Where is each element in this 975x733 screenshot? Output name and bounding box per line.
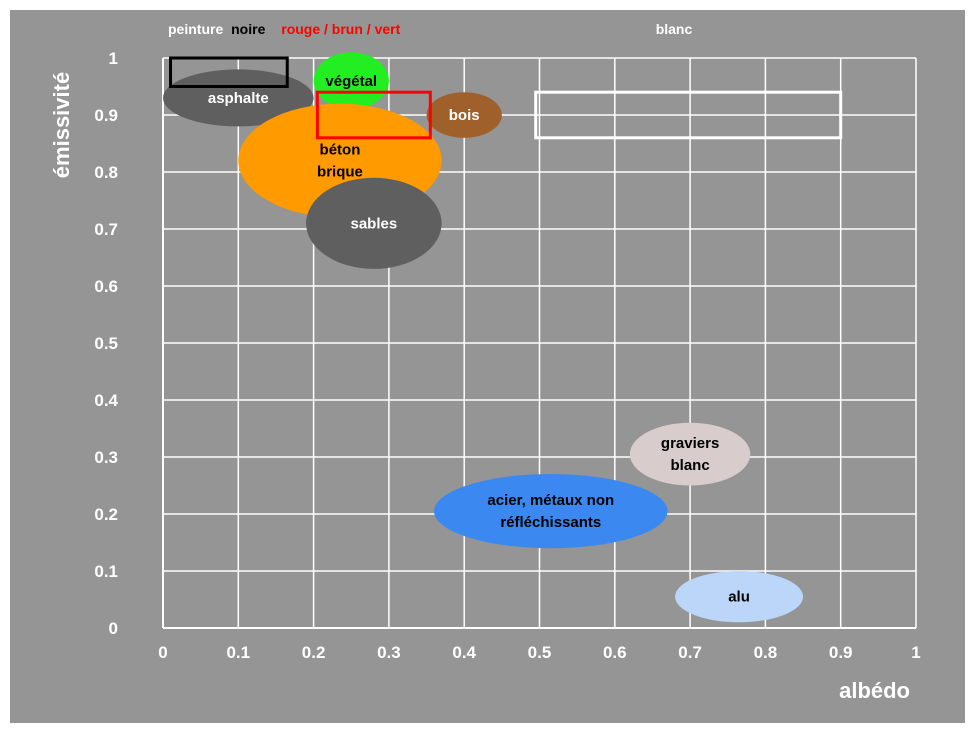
range-peinture-blanc [534,90,843,140]
chart-panel: asphalte végétal bois béton brique sables grav… [10,10,965,723]
header-blanc: blanc [656,21,693,37]
x-tick-label: 0 [158,643,167,662]
material-sables-label: sables [350,215,397,232]
material-alu-ellipse [675,571,804,623]
material-graviers-label: blanc [671,457,710,474]
header-peinture: peinture [168,21,223,37]
material-asphalte-label: asphalte [208,90,269,107]
material-bois: bois [426,92,502,138]
svg-text:peinture noire rou: peinture noire rouge / brun / vert [168,21,401,37]
y-tick-label: 0.3 [94,448,118,467]
material-graviers-label: graviers [661,435,719,452]
y-tick-label: 0.2 [94,505,118,524]
y-axis-title: émissivité [49,72,74,178]
header-rouge-brun-vert: rouge / brun / vert [281,21,400,37]
material-beton-label: brique [317,164,363,181]
y-tick-label: 0.4 [94,391,118,410]
material-graviers-ellipse [629,422,751,486]
header-noire: noire [231,21,265,37]
range-peinture-noire [169,56,289,88]
material-acier-label: acier, métaux non [487,492,614,509]
material-acier-ellipse [434,474,668,549]
y-tick-label: 0.9 [94,106,118,125]
material-asphalte-ellipse [163,69,314,127]
x-tick-label: 0.7 [678,643,702,662]
y-tick-label: 0.8 [94,163,118,182]
x-tick-label: 0.3 [377,643,401,662]
material-acier-label: réfléchissants [500,514,601,531]
y-tick-label: 0.6 [94,277,118,296]
material-graviers: graviers blanc [629,422,751,486]
y-tick-label: 1 [109,49,118,68]
material-bois-ellipse [426,92,502,138]
x-tick-label: 0.6 [603,643,627,662]
x-tick-label: 0.2 [302,643,326,662]
material-sables-ellipse [306,177,442,269]
material-alu-label: alu [728,589,750,606]
y-tick-label: 0 [109,619,118,638]
x-tick-label: 0.8 [754,643,778,662]
albedo-emissivity-chart: asphalte végétal bois béton brique sables grav… [49,21,921,703]
x-tick-label: 1 [911,643,920,662]
y-tick-label: 0.5 [94,334,118,353]
y-tick-label: 0.7 [94,220,118,239]
y-axis-ticks: 0 0.1 0.2 0.3 0.4 0.5 0.6 0.7 0.8 0.9 1 [94,49,118,638]
material-vegetal: végétal [313,52,389,110]
range-peinture-rouge-brun-vert [315,90,432,140]
x-axis-ticks: 0 0.1 0.2 0.3 0.4 0.5 0.6 0.7 0.8 0.9 1 [158,643,920,662]
material-vegetal-label: végétal [325,73,377,90]
paint-ranges [169,56,843,140]
material-acier: acier, métaux non réfléchissants [434,474,668,549]
material-beton-label: béton [320,142,361,159]
material-asphalte: asphalte [163,69,314,127]
y-tick-label: 0.1 [94,562,118,581]
material-alu: alu [675,571,804,623]
x-tick-label: 0.9 [829,643,853,662]
material-regions: asphalte végétal bois béton brique sables grav… [163,52,804,623]
material-sables: sables [306,177,442,269]
x-tick-label: 0.5 [528,643,552,662]
material-bois-label: bois [449,107,480,124]
x-axis-title: albédo [839,678,910,703]
material-vegetal-ellipse [313,52,389,110]
x-tick-label: 0.1 [226,643,250,662]
x-tick-label: 0.4 [452,643,476,662]
